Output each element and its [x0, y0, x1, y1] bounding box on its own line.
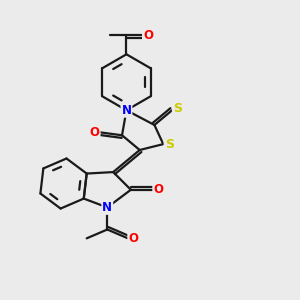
Text: O: O [90, 126, 100, 139]
Text: O: O [153, 183, 163, 196]
Text: O: O [128, 232, 138, 245]
Text: S: S [165, 138, 174, 151]
Text: N: N [102, 201, 112, 214]
Text: N: N [122, 104, 131, 117]
Text: O: O [143, 29, 153, 42]
Text: S: S [173, 102, 182, 115]
